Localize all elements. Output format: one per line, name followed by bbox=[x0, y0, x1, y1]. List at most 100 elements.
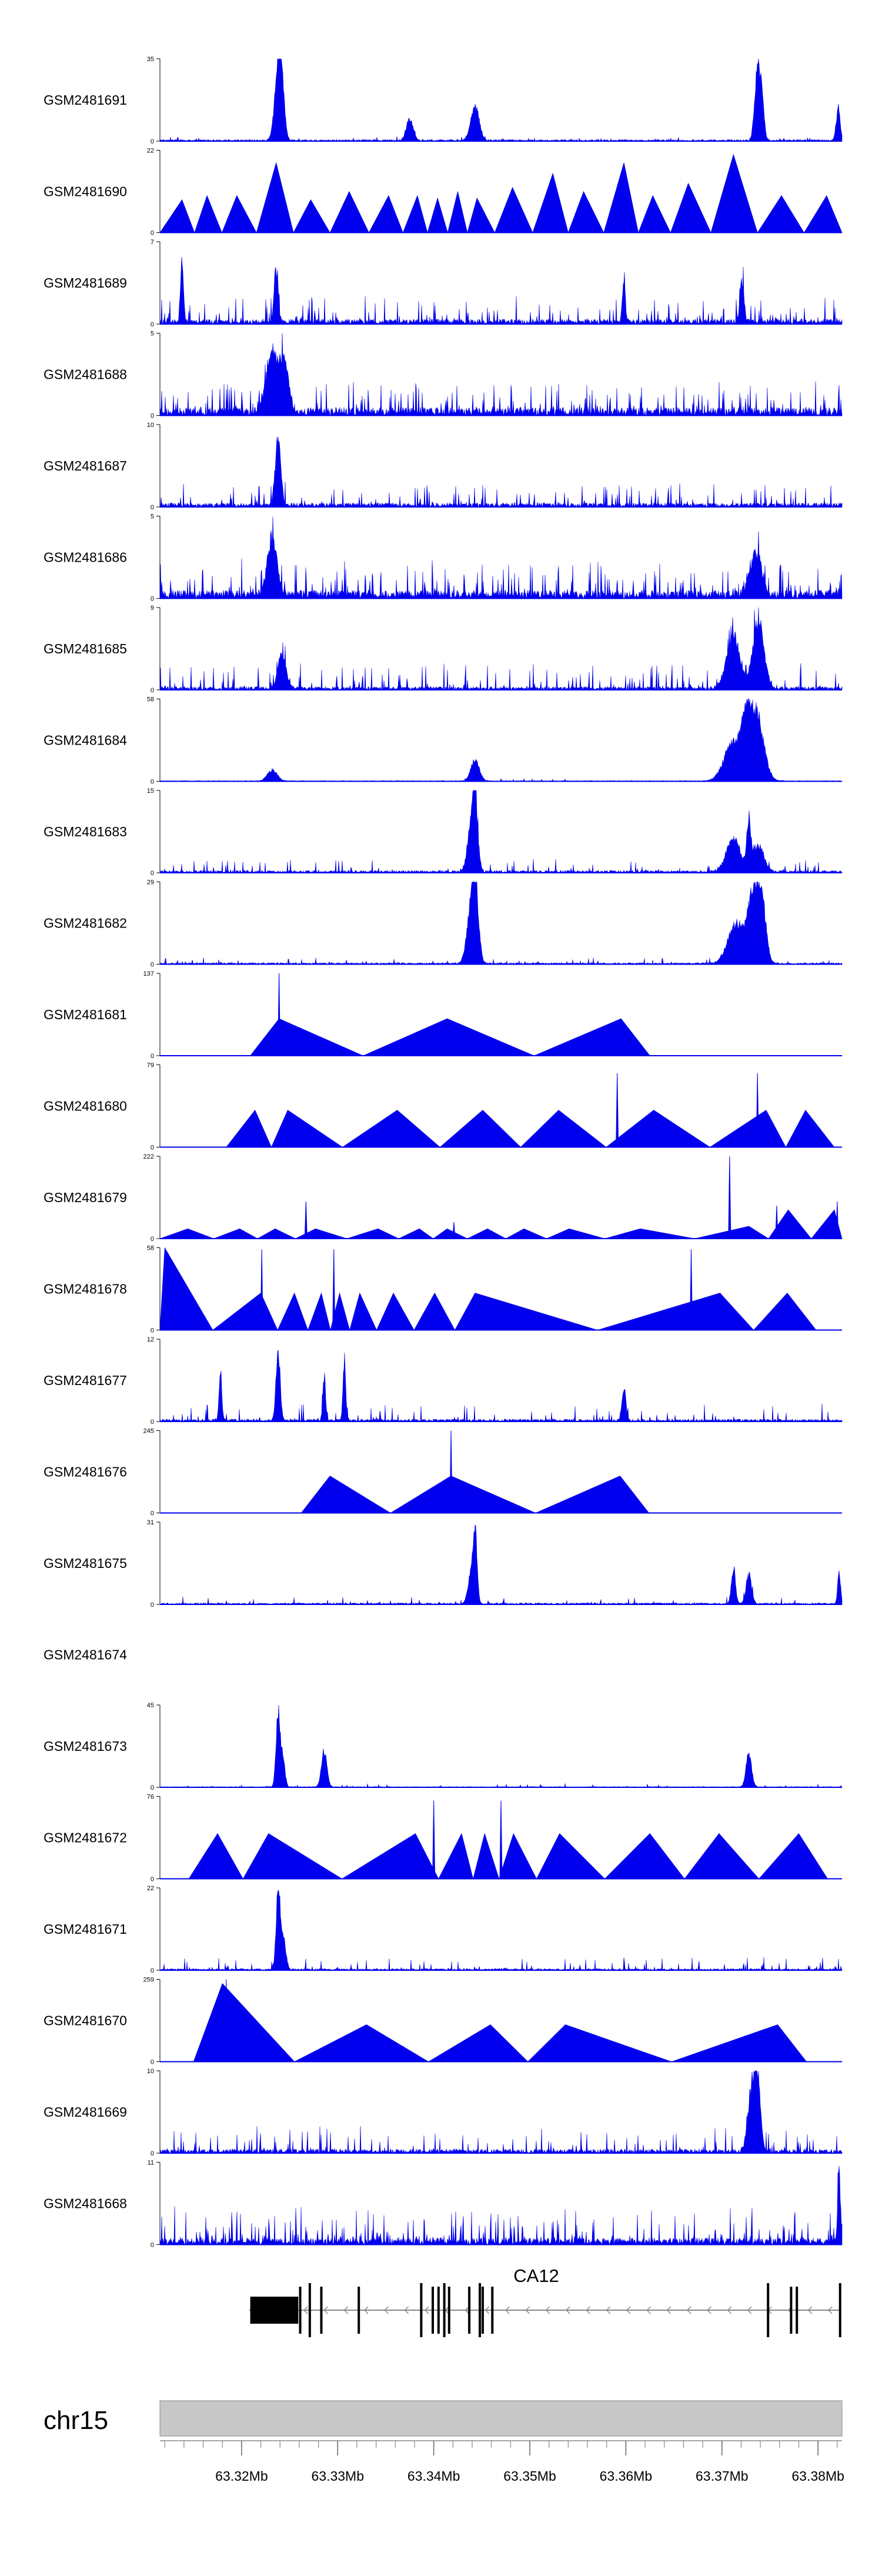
coverage-peak bbox=[785, 1109, 835, 1147]
coverage-peak bbox=[694, 1226, 770, 1239]
track-GSM2481674: GSM2481674 bbox=[44, 1647, 127, 1663]
gene-exon bbox=[308, 2283, 311, 2337]
coverage-peak bbox=[159, 199, 195, 233]
coverage-peak bbox=[709, 1110, 786, 1147]
track-label: GSM2481688 bbox=[44, 367, 127, 382]
coverage-peak bbox=[308, 1292, 331, 1330]
gene-exon bbox=[481, 2287, 484, 2334]
y-axis-max-label: 22 bbox=[147, 148, 154, 155]
track-GSM2481684: GSM2481684 58 0 bbox=[44, 696, 843, 786]
coverage-peak bbox=[342, 1110, 441, 1147]
coverage-peak bbox=[376, 1292, 415, 1330]
track-label: GSM2481675 bbox=[44, 1556, 127, 1571]
coverage-peak bbox=[467, 197, 495, 233]
y-axis-min-label: 0 bbox=[151, 2059, 154, 2066]
strand-chevron bbox=[343, 2306, 349, 2314]
track-GSM2481688: GSM2481688 5 0 bbox=[44, 331, 843, 420]
track-GSM2481685: GSM2481685 9 0 bbox=[44, 605, 843, 694]
coverage-peak bbox=[757, 195, 804, 233]
x-axis-tick-label: 63.33Mb bbox=[311, 2468, 364, 2484]
coverage-peak bbox=[671, 2024, 807, 2062]
coverage-peak bbox=[193, 1983, 295, 2062]
y-axis-min-label: 0 bbox=[151, 321, 154, 328]
strand-chevron bbox=[363, 2306, 369, 2314]
coverage-peak bbox=[604, 1228, 695, 1239]
coverage-spike bbox=[449, 1430, 453, 1513]
coverage-spike bbox=[304, 1201, 308, 1239]
coverage-area bbox=[159, 882, 843, 965]
coverage-spike bbox=[213, 1841, 216, 1879]
coverage-peak bbox=[759, 1833, 828, 1879]
genome-axis-track: chr15 63.32Mb 63.33Mb 63.34Mb 63.35Mb 63.36Mb… bbox=[44, 2400, 844, 2484]
coverage-peak bbox=[277, 1292, 309, 1330]
gene-exon bbox=[358, 2287, 360, 2334]
track-GSM2481679: GSM2481679 222 0 bbox=[44, 1153, 843, 1243]
track-label: GSM2481668 bbox=[44, 2196, 127, 2211]
coverage-peak bbox=[506, 1228, 547, 1239]
coverage-peak bbox=[249, 1018, 363, 1056]
track-label: GSM2481669 bbox=[44, 2104, 127, 2120]
coverage-spike bbox=[225, 1979, 228, 2062]
y-axis-min-label: 0 bbox=[151, 687, 154, 694]
strand-chevron bbox=[606, 2306, 611, 2314]
gene-exon bbox=[479, 2283, 482, 2337]
track-GSM2481687: GSM2481687 10 0 bbox=[44, 422, 843, 511]
coverage-peak bbox=[212, 1293, 278, 1330]
strand-chevron bbox=[707, 2306, 711, 2314]
gene-exon bbox=[420, 2283, 423, 2337]
y-axis-min-label: 0 bbox=[151, 596, 154, 603]
y-axis-max-label: 5 bbox=[151, 331, 154, 338]
track-label: GSM2481671 bbox=[44, 1921, 127, 1937]
coverage-peak bbox=[439, 1110, 522, 1147]
track-label: GSM2481680 bbox=[44, 1099, 127, 1114]
y-axis-min-label: 0 bbox=[151, 1601, 154, 1609]
coverage-peak bbox=[402, 195, 428, 233]
coverage-peak bbox=[432, 1228, 467, 1239]
y-axis-max-label: 58 bbox=[147, 1245, 154, 1252]
track-label: GSM2481684 bbox=[44, 733, 127, 748]
track-label: GSM2481683 bbox=[44, 824, 127, 839]
track-label: GSM2481689 bbox=[44, 275, 127, 291]
coverage-spike bbox=[499, 1800, 503, 1879]
coverage-peak bbox=[346, 1228, 399, 1239]
coverage-peak bbox=[256, 162, 294, 233]
gene-exon bbox=[790, 2287, 793, 2334]
strand-chevron bbox=[525, 2306, 530, 2314]
coverage-peak bbox=[753, 1293, 817, 1330]
coverage-area bbox=[159, 1704, 843, 1788]
gene-exon bbox=[299, 2287, 302, 2334]
y-axis-max-label: 245 bbox=[143, 1428, 154, 1435]
track-GSM2481690: GSM2481690 22 0 bbox=[44, 148, 843, 237]
coverage-peak bbox=[330, 1292, 350, 1330]
coverage-peak bbox=[329, 191, 369, 233]
coverage-spike bbox=[689, 1249, 693, 1330]
coverage-spike bbox=[432, 1800, 436, 1879]
y-axis-max-label: 22 bbox=[147, 1885, 154, 1892]
coverage-peak bbox=[532, 172, 569, 233]
strand-chevron bbox=[323, 2306, 328, 2314]
y-axis-max-label: 58 bbox=[147, 696, 154, 703]
y-axis-max-label: 79 bbox=[147, 1062, 154, 1069]
y-axis-min-label: 0 bbox=[151, 962, 154, 969]
coverage-peak bbox=[520, 1110, 607, 1147]
y-axis-max-label: 5 bbox=[151, 513, 154, 520]
coverage-spike bbox=[728, 1156, 731, 1239]
gene-exon bbox=[468, 2287, 471, 2334]
y-axis-min-label: 0 bbox=[151, 1784, 154, 1791]
coverage-peak bbox=[242, 1833, 343, 1879]
coverage-area bbox=[159, 699, 843, 782]
y-axis-max-label: 137 bbox=[143, 970, 154, 977]
gene-exon bbox=[443, 2283, 446, 2337]
x-axis-tick-label: 63.36Mb bbox=[600, 2468, 653, 2484]
x-axis-tick-label: 63.34Mb bbox=[407, 2468, 460, 2484]
y-axis-min-label: 0 bbox=[151, 1053, 154, 1060]
coverage-area bbox=[159, 436, 843, 508]
strand-chevron bbox=[384, 2306, 389, 2314]
strand-chevron bbox=[586, 2306, 590, 2314]
track-GSM2481681: GSM2481681 137 0 bbox=[44, 970, 842, 1060]
y-axis-min-label: 0 bbox=[151, 2150, 154, 2157]
coverage-spike bbox=[332, 1249, 336, 1330]
y-axis-max-label: 12 bbox=[147, 1336, 154, 1343]
coverage-peak bbox=[159, 1247, 213, 1330]
y-axis-max-label: 29 bbox=[147, 879, 154, 886]
